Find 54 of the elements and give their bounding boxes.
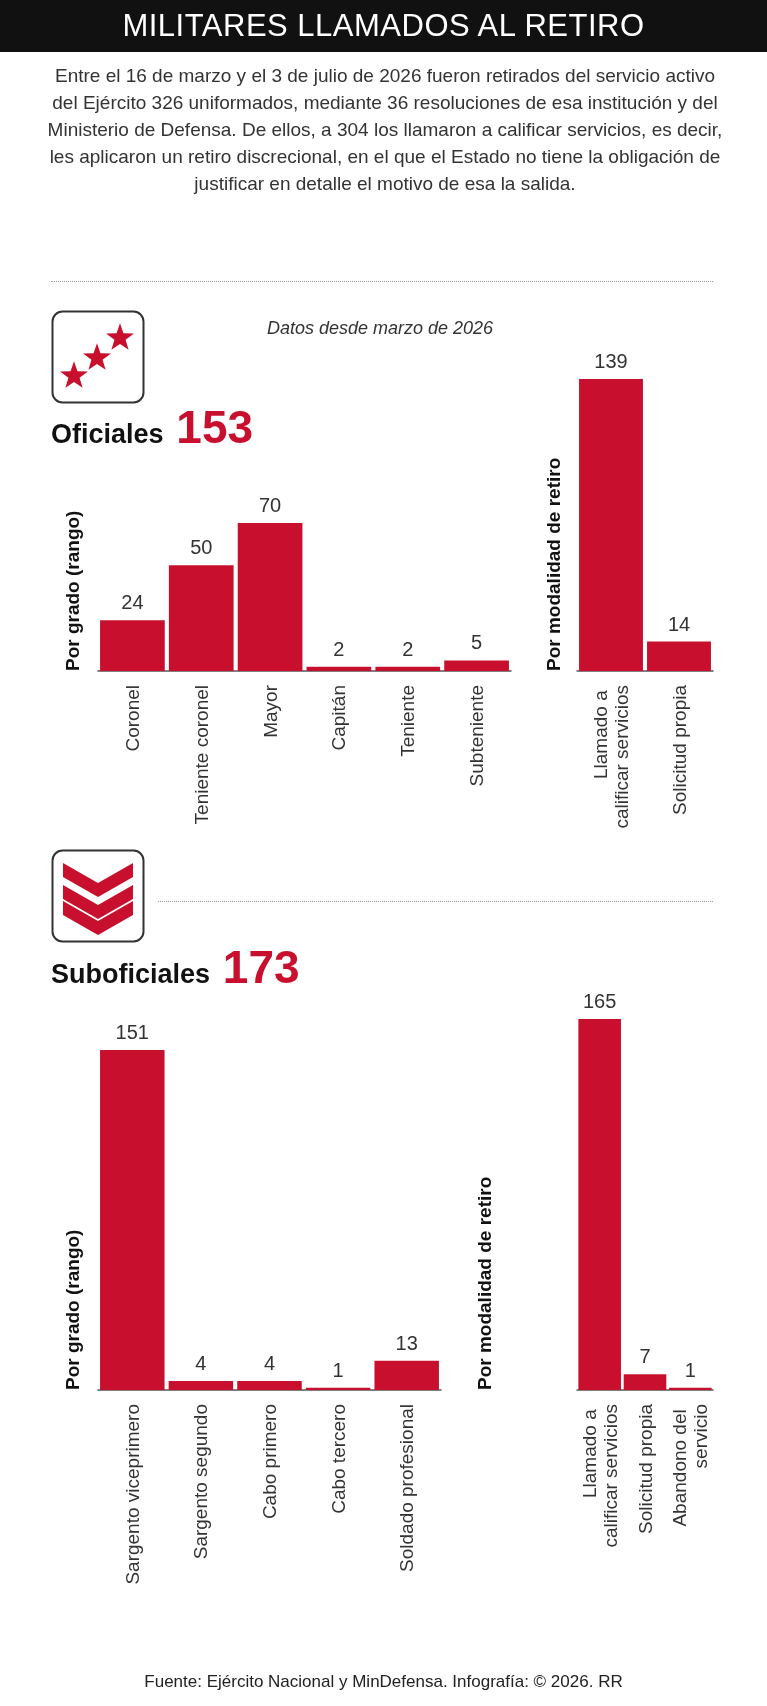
data-label: 4 (263, 1351, 276, 1374)
x-tick-label: Teniente (397, 685, 419, 757)
bar (375, 666, 441, 671)
y-axis-title: Por modalidad de retiro (543, 457, 564, 671)
data-label: 13 (395, 1331, 418, 1354)
x-tick-label: Teniente coronel (190, 685, 212, 825)
data-label: 165 (582, 990, 617, 1012)
text: Datos desde marzo de 2026 (265, 318, 495, 339)
data-label: 2 (333, 637, 345, 660)
data-label: 70 (258, 494, 282, 516)
text: 153 (175, 401, 254, 453)
data-label: 4 (195, 1351, 207, 1374)
bar (237, 1380, 302, 1390)
x-tick-label: Llamado a calificar servicios (590, 685, 632, 829)
x-tick-label: Cabo primero (259, 1404, 280, 1520)
bar (100, 1050, 165, 1390)
data-label: 50 (190, 536, 213, 559)
bar (306, 666, 372, 671)
x-tick-label: Cabo tercero (327, 1404, 349, 1514)
data-label: 5 (471, 631, 483, 654)
x-tick-label: Abandono del servicio (669, 1404, 712, 1527)
text: Suboficiales (51, 959, 211, 989)
bar (168, 565, 234, 671)
x-tick-label: Mayor (259, 684, 281, 738)
bar (444, 660, 509, 671)
data-label: 139 (594, 350, 628, 372)
bar (100, 620, 165, 671)
x-tick-label: Solicitud propia (634, 1403, 656, 1534)
source-note: Fuente: Ejército Nacional y MinDefensa. Infografía: © 2026. RR (143, 1672, 624, 1692)
x-tick-label: Solicitud propia (668, 684, 690, 815)
y-axis-title: Por modalidad de retiro (474, 1176, 495, 1390)
x-tick-label: Sargento viceprimero (121, 1404, 143, 1585)
x-tick-label: Capitán (328, 685, 350, 751)
x-tick-label: Soldado profesional (396, 1404, 418, 1572)
text: Oficiales (51, 419, 164, 449)
data-label: 7 (639, 1345, 651, 1368)
text: 173 (221, 941, 300, 993)
bar (168, 1380, 234, 1390)
x-tick-label: Llamado a calificar servicios (578, 1404, 621, 1548)
bar (374, 1360, 439, 1390)
data-label: 151 (115, 1021, 149, 1043)
y-axis-title: Por grado (rango) (62, 1229, 83, 1390)
data-label: 2 (402, 637, 414, 660)
data-label: 1 (684, 1358, 696, 1381)
data-label: 14 (667, 612, 691, 635)
y-axis-title: Por grado (rango) (62, 510, 83, 671)
data-label: 24 (121, 591, 144, 614)
x-tick-label: Sargento segundo (190, 1404, 212, 1560)
x-tick-label: Subteniente (466, 685, 488, 787)
bar (237, 523, 303, 671)
chart-title: MILITARES LLAMADOS AL RETIRO (0, 0, 767, 52)
data-label: 1 (332, 1358, 344, 1381)
x-tick-label: Coronel (121, 685, 143, 752)
chart-subtitle: Entre el 16 de marzo y el 3 de julio de 2026 fueron retirados del servicio activo del Ejército 326 uniformados, mediante 36 resoluciones de esa institución y del Ministerio de Defensa. De ellos, a 304 los llamaron a calificar servicios, es decir, les aplicaron un retiro discrecional, en el que el Estado no tiene la obligación de justificar en detalle el motivo de esa la salida. (46, 64, 724, 196)
